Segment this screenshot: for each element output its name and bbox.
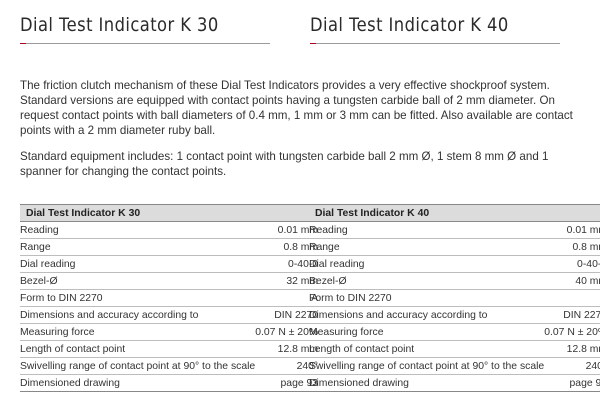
spec-label: Measuring force (20, 323, 256, 341)
spec-label: Dimensioned drawing (20, 374, 256, 392)
spec-value: 0.8 mm (255, 238, 319, 256)
spec-label: Dimensions and accuracy according to (309, 306, 545, 324)
spec-label: Dimensions and accuracy according to (20, 306, 256, 324)
spec-value: 0-40-0 (255, 255, 319, 273)
description-paragraph: The friction clutch mechanism of these D… (20, 79, 573, 137)
title-underline-k30 (20, 43, 270, 44)
spec-value: 12.8 mm (255, 340, 319, 358)
table-row: Bezel-Ø40 mm (309, 272, 600, 290)
spec-label: Swivelling range of contact point at 90°… (20, 357, 256, 375)
spec-value: page 93 (255, 374, 319, 392)
spec-label: Form to DIN 2270 (20, 289, 256, 307)
table-row: Swivelling range of contact point at 90°… (20, 357, 319, 375)
spec-label: Dial reading (309, 255, 545, 273)
title-k30: Dial Test Indicator K 30 (20, 14, 219, 36)
spec-value: DIN 2270 (255, 306, 319, 324)
spec-label: Length of contact point (20, 340, 256, 358)
spec-label: Range (309, 238, 545, 256)
spec-label: Measuring force (309, 323, 545, 341)
spec-value: 40 mm (544, 272, 600, 290)
spec-value: 0.01 mm (544, 221, 600, 239)
spec-value: 240° (255, 357, 319, 375)
spec-table-k30: Dial Test Indicator K 30 Reading 0.01 mm … (20, 204, 319, 392)
spec-label: Bezel-Ø (309, 272, 545, 290)
spec-label: Form to DIN 2270 (309, 289, 545, 307)
spec-label: Range (20, 238, 256, 256)
title-underline-k40 (310, 43, 560, 44)
spec-value: 240° (544, 357, 600, 375)
title-k40: Dial Test Indicator K 40 (310, 14, 509, 36)
spec-label: Dial reading (20, 255, 256, 273)
spec-label: Length of contact point (309, 340, 545, 358)
spec-label: Reading (309, 221, 545, 239)
spec-value: 0.07 N ± 20% (544, 323, 600, 341)
equipment-paragraph: Standard equipment includes: 1 contact p… (20, 150, 549, 178)
spec-label: Reading (20, 221, 256, 239)
spec-value: 0.8 mm (544, 238, 600, 256)
spec-table-header: Dial Test Indicator K 30 (20, 204, 319, 222)
spec-label: Bezel-Ø (20, 272, 256, 290)
table-row: Swivelling range of contact point at 90°… (309, 357, 600, 375)
spec-value: 0.01 mm (255, 221, 319, 239)
spec-table-header: Dial Test Indicator K 40 (309, 204, 600, 222)
spec-value: 0-40-0 (544, 255, 600, 273)
spec-value: 12.8 mm (544, 340, 600, 358)
table-row: Dimensions and accuracy according to DIN … (309, 306, 600, 324)
spec-value: DIN 2270 (544, 306, 600, 324)
spec-value: 0.07 N ± 20% (255, 323, 319, 341)
spec-value: A (544, 289, 600, 307)
spec-value: page 93 (544, 374, 600, 392)
spec-value: 32 mm (255, 272, 319, 290)
spec-label: Dimensioned drawing (309, 374, 545, 392)
table-row: Dimensions and accuracy according to DIN … (20, 306, 319, 324)
table-row: Bezel-Ø 32 mm (20, 272, 319, 290)
spec-label: Swivelling range of contact point at 90°… (309, 357, 545, 375)
